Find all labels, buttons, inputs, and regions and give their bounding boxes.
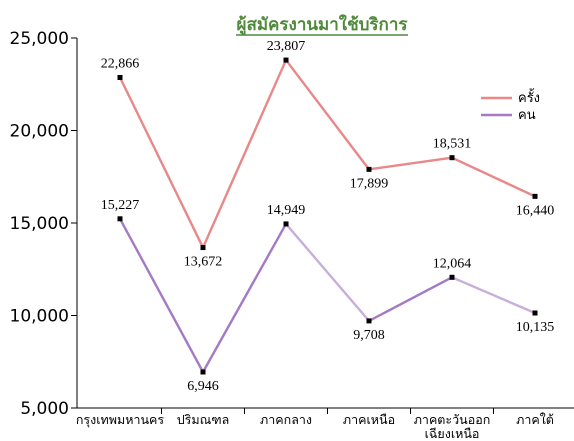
x-tick-label: ภาคใต้: [516, 412, 554, 427]
chart-title: ผู้สมัครงานมาใช้บริการ: [237, 14, 409, 36]
data-point: [449, 155, 455, 161]
series-segment: [284, 222, 371, 323]
series-lines: [118, 58, 537, 374]
data-point: [200, 245, 206, 251]
series-segment: [450, 156, 537, 198]
data-points: [117, 57, 538, 375]
data-point: [200, 369, 206, 375]
data-point: [117, 74, 123, 80]
legend: ครั้งคน: [481, 88, 540, 123]
data-labels: 22,866 13,672 23,807 17,899 18,531 16,440 15,2…: [101, 39, 555, 394]
series-segment: [201, 222, 288, 374]
y-tick-label: 15,000: [10, 214, 69, 234]
data-point: [532, 310, 538, 316]
series-segment: [367, 156, 454, 171]
x-tick-label: ภาคเหนือ: [343, 412, 395, 427]
data-point: [449, 274, 455, 280]
series-segment: [284, 58, 371, 171]
data-label: 13,672: [184, 255, 223, 270]
y-tick-label: 5,000: [20, 399, 69, 419]
data-label: 16,440: [516, 203, 555, 218]
data-label: 17,899: [350, 176, 389, 191]
y-tick-label: 10,000: [10, 307, 69, 327]
y-tick-label: 25,000: [10, 29, 69, 49]
data-point: [117, 216, 123, 222]
x-tick-label: ปริมณฑล: [177, 412, 230, 427]
x-tick-label: กรุงเทพมหานคร: [76, 412, 165, 428]
series-segment: [450, 276, 537, 315]
x-tick-label: ภาคตะวันออกเฉียงเหนือ: [414, 412, 491, 441]
y-tick-label: 20,000: [10, 122, 69, 142]
data-point: [366, 166, 372, 172]
data-label: 6,946: [187, 379, 219, 394]
x-tick-label: ภาคกลาง: [260, 412, 312, 427]
legend-label: ครั้ง: [518, 88, 540, 106]
data-label: 18,531: [433, 137, 472, 152]
data-label: 23,807: [267, 39, 306, 54]
series-segment: [201, 58, 288, 249]
series-segment: [367, 276, 454, 323]
data-label: 14,949: [267, 203, 306, 218]
data-label: 9,708: [353, 328, 385, 343]
series-segment: [118, 76, 205, 249]
legend-label: คน: [518, 108, 536, 123]
data-label: 12,064: [433, 256, 472, 271]
series-segment: [118, 217, 205, 374]
data-point: [283, 221, 289, 227]
data-point: [283, 57, 289, 63]
data-label: 15,227: [101, 198, 140, 213]
data-label: 10,135: [516, 320, 555, 335]
data-point: [532, 193, 538, 199]
axes: 5,000 10,000 15,000 20,000 25,000 กรุงเทพมหาน…: [10, 29, 574, 441]
data-label: 22,866: [101, 56, 140, 71]
data-point: [366, 318, 372, 324]
